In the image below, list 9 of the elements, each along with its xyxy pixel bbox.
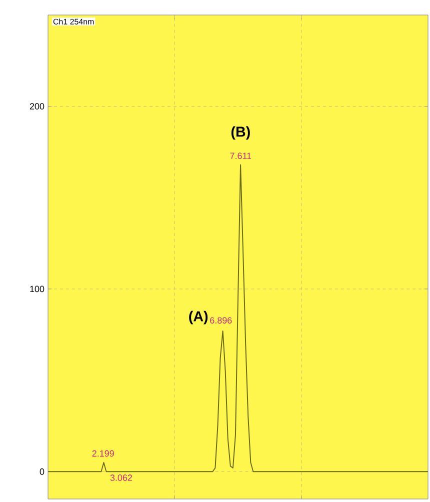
y-tick-label: 100 [30,286,44,292]
annotation: 3.062 [110,474,132,481]
annotation: 6.896 [210,317,232,324]
annotation: 7.611 [230,152,252,160]
annotation: (A) [189,310,208,324]
y-tick-label: 0 [40,468,44,475]
annotation: 2.199 [92,450,114,457]
annotation: (B) [231,126,250,140]
y-tick-label: 200 [30,103,44,110]
